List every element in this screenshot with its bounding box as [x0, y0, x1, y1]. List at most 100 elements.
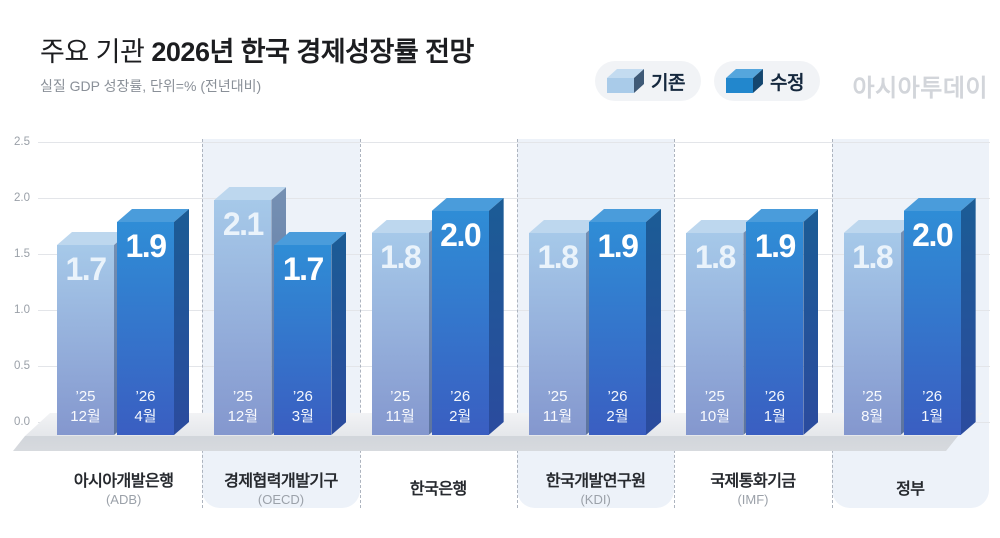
bar-value-label: 1.7	[282, 251, 324, 287]
bar-value-label: 1.9	[125, 228, 167, 264]
bar-top-face	[117, 209, 189, 222]
bar-front-face	[686, 233, 744, 435]
gridline	[38, 310, 990, 311]
institution-label: 국제통화기금 (IMF)	[674, 472, 831, 508]
institution-abbreviation: (IMF)	[737, 492, 769, 507]
bar-front-face	[903, 211, 961, 435]
bar-front-face	[274, 245, 332, 435]
bar-revised: 1.9 ’26 2월	[588, 209, 661, 435]
revised-cube-icon	[725, 69, 763, 93]
institution-abbreviation: (KDI)	[580, 492, 611, 507]
bar-front-face	[528, 233, 586, 435]
legend: 기존 수정	[595, 61, 820, 101]
bar-top-face	[371, 220, 444, 233]
bar-top-face	[588, 209, 661, 222]
y-axis-tick-label: 0.5	[14, 360, 30, 372]
institution-name: 한국은행	[409, 481, 467, 498]
institution-abbreviation: (ADB)	[105, 492, 142, 507]
group-separator-line	[202, 139, 204, 508]
bar-value-label: 2.0	[912, 217, 953, 253]
bar-top-face	[214, 187, 287, 200]
bar-value-label: 1.8	[694, 239, 736, 275]
institution-name: 국제통화기금	[710, 473, 796, 490]
bar-revised: 1.7 ’26 3월	[274, 232, 347, 435]
bar-date-label: ’25 12월	[70, 388, 101, 425]
institution-label: 정부	[832, 480, 989, 499]
bar-revised: 1.9 ’26 4월	[117, 209, 189, 435]
bar-date-label: ’26 3월	[291, 388, 314, 425]
gridline	[38, 366, 990, 367]
bar-front-face	[588, 222, 646, 435]
group-separator-line	[831, 139, 833, 508]
bar-top-face	[274, 232, 347, 245]
bar-revised: 2.0 ’26 2월	[431, 198, 504, 435]
bar-value-label: 1.9	[754, 228, 796, 264]
title-main: 2026년 한국 경제성장률 전망	[151, 37, 474, 67]
bar-value-label: 1.8	[380, 239, 421, 275]
bar-top-face	[431, 198, 504, 211]
bar-top-face	[746, 209, 819, 222]
bar-value-label: 1.8	[537, 239, 578, 275]
bar-existing: 1.8 ’25 8월	[843, 220, 916, 435]
group-separator-line	[674, 139, 676, 508]
institution-name: 한국개발연구원	[545, 473, 646, 490]
bar-top-face	[843, 220, 916, 233]
y-axis-tick-label: 1.0	[14, 304, 30, 316]
bar-revised: 1.9 ’26 1월	[746, 209, 819, 435]
chart-subtitle: 실질 GDP 성장률, 단위=% (전년대비)	[40, 78, 262, 94]
group-separator-line	[516, 139, 518, 508]
bar-date-label: ’26 2월	[606, 388, 629, 425]
title-prefix: 주요 기관	[40, 37, 145, 67]
legend-item-existing[interactable]: 기존	[595, 61, 701, 101]
bar-value-label: 1.8	[852, 239, 893, 275]
bar-top-face	[686, 220, 759, 233]
institution-label: 한국개발연구원 (KDI)	[517, 472, 674, 508]
institution-label: 아시아개발은행 (ADB)	[45, 472, 202, 508]
y-axis-tick-label: 1.5	[14, 248, 30, 260]
bar-top-face	[903, 198, 976, 211]
y-axis-tick-label: 0.0	[14, 416, 30, 428]
institution-label: 경제협력개발기구 (OECD)	[202, 472, 359, 508]
bar-date-label: ’26 1월	[763, 388, 786, 425]
institution-name: 경제협력개발기구	[224, 473, 338, 490]
institution-label: 한국은행	[360, 480, 517, 499]
institution-name: 아시아개발은행	[73, 473, 174, 490]
bar-date-label: ’25 8월	[861, 388, 884, 425]
gridline	[38, 198, 990, 199]
legend-existing-label: 기존	[651, 72, 685, 94]
y-axis-tick-label: 2.5	[14, 136, 30, 148]
bar-date-label: ’25 11월	[542, 388, 573, 425]
institution-abbreviation: (OECD)	[257, 492, 305, 507]
brand-logo: 아시아투데이	[852, 75, 988, 102]
bar-value-label: 1.7	[65, 251, 107, 287]
bar-top-face	[528, 220, 601, 233]
bar-date-label: ’26 1월	[921, 388, 944, 425]
bar-front-face	[117, 222, 174, 435]
bar-date-label: ’25 11월	[385, 388, 415, 425]
bar-date-label: ’25 10월	[699, 388, 731, 425]
group-separator-line	[359, 139, 361, 508]
y-axis-tick-label: 2.0	[14, 192, 30, 204]
gridline	[38, 142, 990, 143]
bar-value-label: 1.9	[597, 228, 638, 264]
bar-existing: 1.8 ’25 11월	[528, 220, 601, 435]
bar-date-label: ’26 4월	[134, 388, 157, 425]
legend-revised-label: 수정	[769, 72, 804, 94]
floor-front-face	[13, 436, 958, 451]
gridline	[38, 254, 990, 255]
bar-front-face	[431, 211, 489, 435]
bar-front-face	[746, 222, 804, 435]
bar-date-label: ’25 12월	[227, 388, 259, 425]
bar-value-label: 2.0	[440, 217, 481, 253]
bar-front-face	[57, 245, 114, 435]
bar-front-face	[214, 200, 272, 435]
legend-item-revised[interactable]: 수정	[713, 61, 820, 101]
bar-front-face	[371, 233, 429, 435]
bar-front-face	[843, 233, 901, 435]
bar-revised: 2.0 ’26 1월	[903, 198, 976, 435]
bar-date-label: ’26 2월	[449, 388, 472, 425]
existing-cube-icon	[607, 69, 644, 93]
bar-value-label: 2.1	[222, 206, 264, 242]
